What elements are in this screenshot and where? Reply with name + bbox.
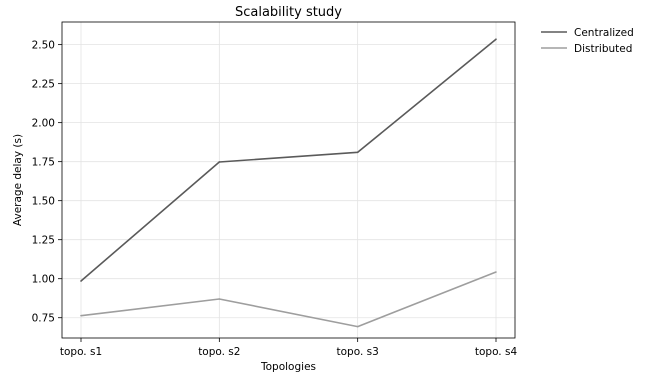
series-line-distributed xyxy=(80,271,497,328)
legend: Centralized Distributed xyxy=(541,27,634,55)
data-point xyxy=(356,325,359,328)
chart-title: Scalability study xyxy=(235,5,342,20)
data-point xyxy=(80,280,82,282)
y-axis-label: Average delay (s) xyxy=(12,134,24,226)
y-tick-label: 1.25 xyxy=(32,234,55,246)
x-axis-label: Topologies xyxy=(260,361,316,373)
data-point xyxy=(495,271,497,273)
legend-label: Distributed xyxy=(574,43,632,55)
data-point xyxy=(80,314,82,317)
grid xyxy=(62,22,515,338)
y-tick-label: 0.75 xyxy=(32,313,55,325)
data-point xyxy=(218,298,221,300)
y-tick-label: 2.25 xyxy=(32,78,55,90)
y-tick-label: 2.50 xyxy=(32,39,55,51)
y-tick-label: 1.00 xyxy=(32,274,55,286)
x-tick-label: topo. s3 xyxy=(337,346,379,358)
data-point xyxy=(495,38,497,40)
plot-frame xyxy=(61,21,516,339)
series-layer xyxy=(80,38,497,328)
y-tick-label: 2.00 xyxy=(32,117,55,129)
data-point xyxy=(356,151,359,154)
x-tick-label: topo. s1 xyxy=(60,346,102,358)
legend-label: Centralized xyxy=(574,27,634,39)
x-axis: topo. s1 topo. s2 topo. s3 topo. s4 xyxy=(60,338,518,358)
data-point xyxy=(218,161,221,163)
y-tick-label: 1.75 xyxy=(32,156,55,168)
y-tick-label: 1.50 xyxy=(32,195,55,207)
x-tick-label: topo. s4 xyxy=(475,346,518,358)
y-axis: 0.75 1.00 1.25 1.50 1.75 2.00 2.25 2.50 xyxy=(32,39,62,325)
series-line-centralized xyxy=(80,38,497,282)
x-tick-label: topo. s2 xyxy=(198,346,240,358)
